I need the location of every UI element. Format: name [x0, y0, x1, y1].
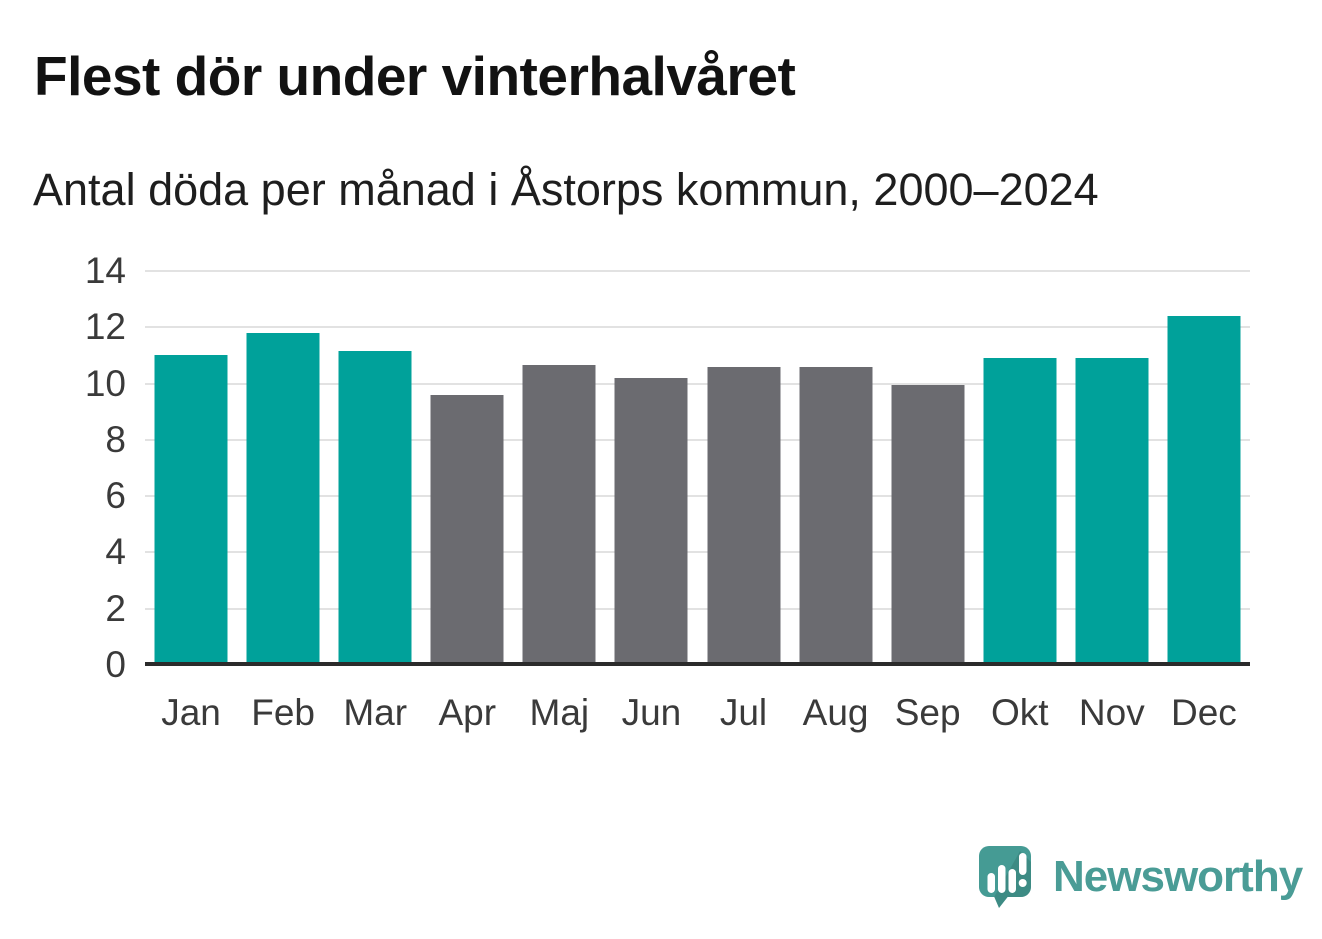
y-tick-10: 10 [84, 362, 126, 404]
gridline-6 [145, 495, 1250, 498]
bar-slot-nov [1066, 271, 1158, 665]
x-tick-okt: Okt [990, 692, 1049, 733]
bar-sep [891, 384, 965, 665]
x-tick-sep: Sep [894, 692, 961, 733]
x-tick-maj: Maj [529, 692, 590, 733]
bar-jan [154, 355, 228, 665]
x-tick-jan: Jan [161, 692, 221, 733]
bar-dec [1167, 316, 1241, 665]
bar-slot-sep [882, 271, 974, 665]
x-axis-labels: Jan Feb Mar Apr Maj Jun Jul Aug Sep Okt Nov Dec [145, 691, 1250, 735]
bar-slot-mar [329, 271, 421, 665]
gridline-2 [145, 607, 1250, 610]
x-tick-apr: Apr [438, 692, 497, 733]
chart-subtitle: Antal döda per månad i Åstorps kommun, 2… [33, 164, 1099, 215]
gridline-8 [145, 438, 1250, 441]
chart-title: Flest dör under vinterhalvåret [34, 45, 796, 107]
bar-slot-aug [790, 271, 882, 665]
y-tick-2: 2 [105, 587, 126, 629]
plot-area [145, 270, 1250, 666]
bar-slot-jun [605, 271, 697, 665]
logo-exclamation-dot [1018, 879, 1027, 887]
y-tick-8: 8 [105, 418, 126, 460]
bar-maj [522, 365, 596, 665]
gridline-14 [145, 270, 1250, 272]
x-tick-feb: Feb [251, 692, 315, 733]
gridline-10 [145, 382, 1250, 385]
bar-jul [707, 366, 780, 665]
x-tick-nov: Nov [1078, 692, 1145, 733]
x-tick-dec: Dec [1170, 692, 1237, 733]
bar-mar [338, 351, 412, 665]
y-tick-12: 12 [84, 306, 126, 348]
bar-slot-okt [974, 271, 1066, 665]
bar-aug [799, 366, 873, 665]
newsworthy-logo-icon [979, 846, 1031, 908]
gridline-4 [145, 551, 1250, 554]
bar-slot-dec [1158, 271, 1250, 665]
x-tick-jun: Jun [621, 692, 682, 733]
brand-footer: Newsworthy [978, 845, 1303, 909]
x-tick-jul: Jul [719, 692, 768, 733]
y-tick-0: 0 [105, 644, 126, 685]
bars [145, 271, 1250, 665]
bar-slot-maj [513, 271, 605, 665]
y-tick-6: 6 [105, 475, 126, 517]
y-axis-labels: 0 2 4 6 8 10 12 14 [0, 251, 126, 685]
bar-slot-jul [697, 271, 789, 665]
x-tick-mar: Mar [343, 692, 408, 733]
bar-slot-feb [237, 271, 329, 665]
logo-exclamation-bar [1019, 853, 1027, 875]
bar-jun [614, 377, 688, 665]
gridline-12 [145, 326, 1250, 329]
bar-nov [1075, 358, 1149, 665]
logo-bar-3 [1008, 869, 1016, 893]
y-tick-4: 4 [105, 531, 126, 573]
x-tick-aug: Aug [802, 692, 869, 733]
brand-wordmark: Newsworthy [1053, 852, 1303, 901]
logo-bubble-tail [993, 894, 1010, 908]
bar-okt [983, 358, 1057, 665]
x-axis-line [145, 662, 1250, 666]
bar-slot-apr [421, 271, 513, 665]
bar-slot-jan [145, 271, 237, 665]
logo-bar-1 [987, 873, 995, 893]
y-tick-14: 14 [84, 250, 126, 291]
logo-bar-2 [998, 865, 1006, 893]
bar-feb [246, 332, 320, 665]
bar-apr [430, 394, 504, 665]
